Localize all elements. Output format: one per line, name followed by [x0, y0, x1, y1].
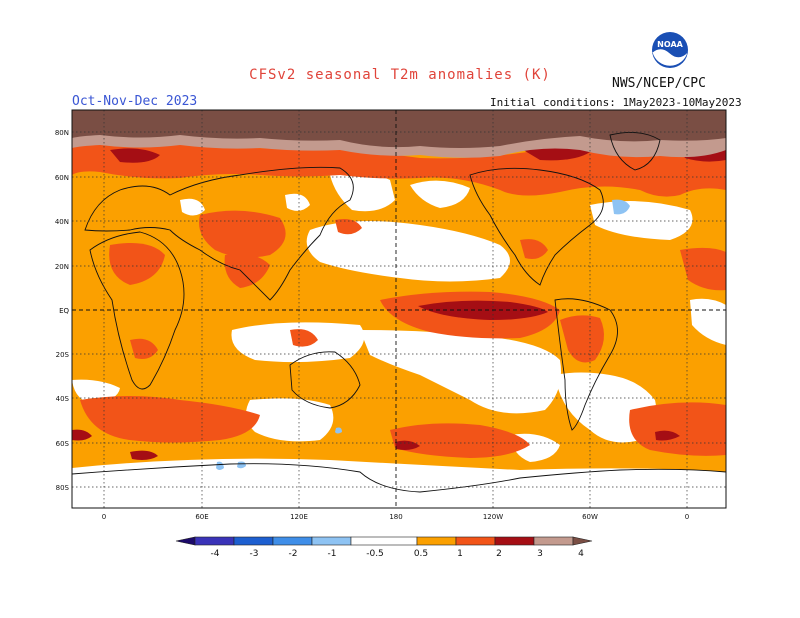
lon-label: 180 — [389, 513, 402, 521]
colorbar-cell — [311, 536, 352, 546]
lat-label: 40N — [55, 218, 69, 226]
colorbar-cell — [416, 536, 457, 546]
lon-label: 120E — [290, 513, 308, 521]
colorbar-tick: -1 — [328, 549, 337, 559]
colorbar-cell — [572, 536, 593, 546]
colorbar-tick: -4 — [211, 549, 220, 559]
season-label: Oct-Nov-Dec 2023 — [72, 94, 198, 109]
extreme-hot-areas — [72, 110, 726, 148]
colorbar-tick: -2 — [289, 549, 298, 559]
lat-label: 20S — [56, 351, 70, 359]
colorbar-cell — [494, 536, 535, 546]
lon-label: 60E — [195, 513, 208, 521]
colorbar-cell — [194, 536, 235, 546]
lat-label: EQ — [59, 307, 69, 315]
colorbar-cell — [533, 536, 574, 546]
colorbar-tick: 0.5 — [414, 549, 428, 559]
lon-label: 120W — [483, 513, 503, 521]
initial-conditions-label: Initial conditions: 1May2023-10May2023 — [490, 96, 742, 109]
colorbar-cell — [455, 536, 496, 546]
coastlines — [72, 131, 726, 493]
lat-label: 60S — [56, 440, 70, 448]
colorbar-cell — [350, 536, 418, 546]
map-frame — [71, 109, 727, 509]
colorbar-tick: -0.5 — [366, 549, 384, 559]
noaa-logo: NOAA — [652, 32, 688, 68]
colorbar-cell — [175, 536, 196, 546]
colorbar-tick: 4 — [578, 549, 584, 559]
cool-areas — [216, 199, 630, 470]
lat-label: 80N — [55, 129, 69, 137]
lat-label: 80S — [56, 484, 70, 492]
anomaly-field — [72, 110, 726, 508]
equator-dateline — [72, 110, 726, 508]
lon-label: 0 — [685, 513, 689, 521]
colorbar-tick: 1 — [457, 549, 463, 559]
colorbar-cell — [233, 536, 274, 546]
lon-label: 0 — [102, 513, 106, 521]
lon-labels: 0 60E 120E 180 120W 60W 0 — [102, 513, 689, 521]
colorbar-labels: -4 -3 -2 -1 -0.5 0.5 1 2 3 4 — [211, 549, 585, 559]
lat-label: 60N — [55, 174, 69, 182]
lon-label: 60W — [582, 513, 598, 521]
lat-label: 20N — [55, 263, 69, 271]
graticule — [72, 110, 726, 508]
colorbar-cell — [272, 536, 313, 546]
colorbar-tick: -3 — [250, 549, 259, 559]
colorbar — [175, 536, 593, 546]
lat-labels: 80N 60N 40N 20N EQ 20S 40S 60S 80S — [55, 129, 70, 492]
colorbar-tick: 3 — [537, 549, 543, 559]
lat-label: 40S — [56, 395, 70, 403]
colorbar-tick: 2 — [496, 549, 502, 559]
agency-label: NWS/NCEP/CPC — [612, 76, 706, 91]
logo-text: NOAA — [657, 40, 683, 49]
map-title: CFSv2 seasonal T2m anomalies (K) — [249, 67, 551, 83]
